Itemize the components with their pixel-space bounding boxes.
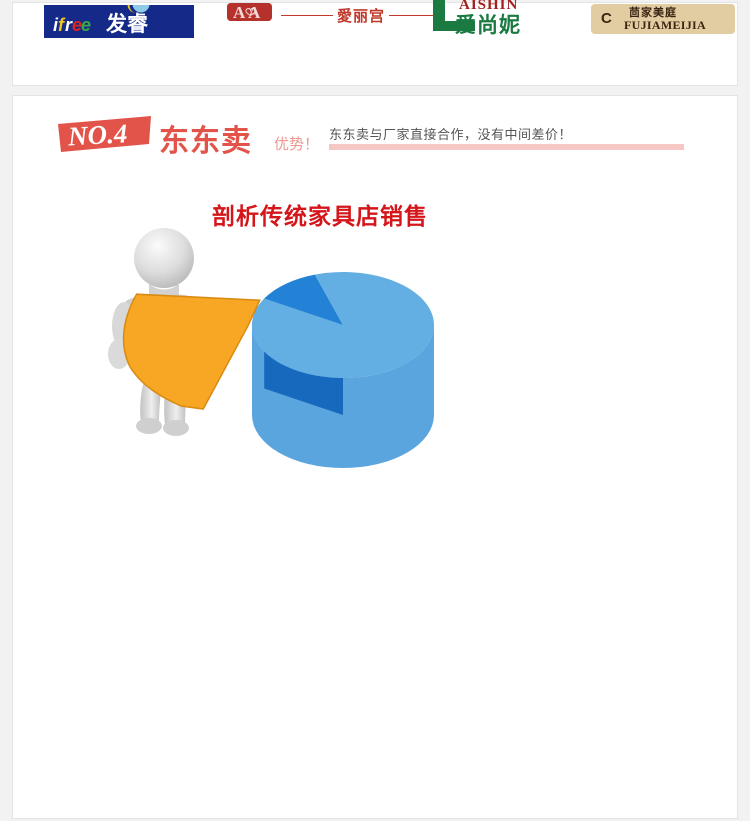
svg-text:C: C bbox=[601, 10, 612, 27]
svg-text:A: A bbox=[233, 3, 246, 21]
svg-text:爱尚妮: 爱尚妮 bbox=[455, 14, 521, 37]
svg-text:发睿: 发睿 bbox=[105, 12, 149, 36]
svg-text:FUJIAMEIJIA: FUJIAMEIJIA bbox=[624, 18, 706, 32]
svg-text:茴家美庭: 茴家美庭 bbox=[629, 5, 677, 19]
svg-text:NO.4: NO.4 bbox=[66, 118, 128, 151]
svg-text:e: e bbox=[81, 15, 91, 35]
svg-text:AISHIN: AISHIN bbox=[459, 0, 518, 13]
